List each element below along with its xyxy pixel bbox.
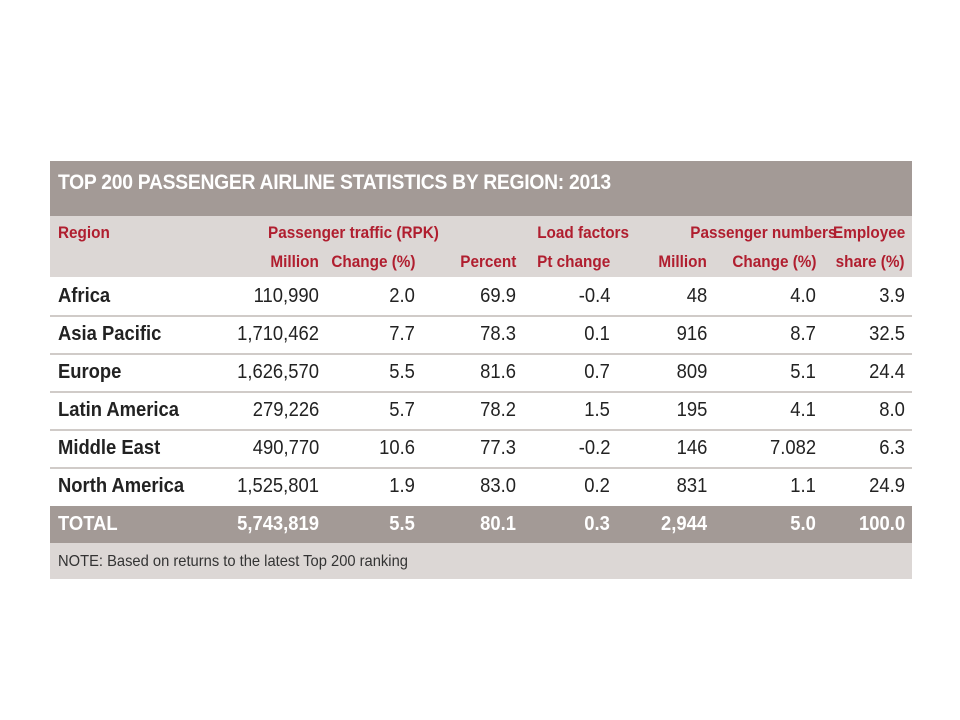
cell-region: Asia Pacific <box>58 323 162 345</box>
table-row: North America 1,525,801 1.9 83.0 0.2 831 1.1 24… <box>50 467 912 505</box>
header-employee: Employee <box>832 223 905 242</box>
cell-region: Africa <box>58 285 111 307</box>
cell-rpk: 1,525,801 <box>237 475 319 497</box>
cell-rpk-change: 10.6 <box>379 437 415 459</box>
cell-employee-share: 24.9 <box>869 475 905 497</box>
cell-employee-share: 8.0 <box>879 399 905 421</box>
table-title-bar: TOP 200 PASSENGER AIRLINE STATISTICS BY … <box>50 161 912 216</box>
cell-load-percent: 77.3 <box>480 437 516 459</box>
table-row: Asia Pacific 1,710,462 7.7 78.3 0.1 916 8.7 32.… <box>50 315 912 353</box>
cell-passengers: 146 <box>676 437 707 459</box>
cell-load-pt-change: 0.7 <box>584 361 610 383</box>
total-label: TOTAL <box>58 513 118 535</box>
table-row: Europe 1,626,570 5.5 81.6 0.7 809 5.1 24.4 <box>50 353 912 391</box>
cell-load-percent: 78.2 <box>480 399 516 421</box>
cell-rpk-change: 2.0 <box>389 285 415 307</box>
header-region: Region <box>58 223 110 242</box>
total-rpk: 5,743,819 <box>237 513 319 535</box>
total-rpk-change: 5.5 <box>389 513 415 535</box>
total-passenger-change: 5.0 <box>790 513 816 535</box>
cell-rpk-change: 1.9 <box>389 475 415 497</box>
cell-passenger-change: 1.1 <box>790 475 816 497</box>
total-load-percent: 80.1 <box>480 513 516 535</box>
table-row: Latin America 279,226 5.7 78.2 1.5 195 4.1 8.0 <box>50 391 912 429</box>
subheader-load-pt-change: Pt change <box>536 252 610 271</box>
cell-region: Middle East <box>58 437 161 459</box>
cell-region: Latin America <box>58 399 180 421</box>
cell-passengers: 831 <box>676 475 707 497</box>
total-load-pt-change: 0.3 <box>584 513 610 535</box>
cell-load-pt-change: 1.5 <box>584 399 610 421</box>
header-passenger-traffic: Passenger traffic (RPK) <box>268 223 439 242</box>
cell-load-pt-change: -0.2 <box>578 437 610 459</box>
cell-region: North America <box>58 475 185 497</box>
cell-load-percent: 83.0 <box>480 475 516 497</box>
cell-rpk: 1,710,462 <box>237 323 319 345</box>
cell-region: Europe <box>58 361 122 383</box>
cell-rpk: 1,626,570 <box>237 361 319 383</box>
header-passenger-numbers: Passenger numbers <box>690 223 837 242</box>
cell-employee-share: 6.3 <box>879 437 905 459</box>
cell-passengers: 916 <box>676 323 707 345</box>
cell-rpk: 110,990 <box>253 285 319 307</box>
cell-employee-share: 3.9 <box>879 285 905 307</box>
cell-passengers: 195 <box>676 399 707 421</box>
cell-passenger-change: 5.1 <box>790 361 816 383</box>
table-header: Region Passenger traffic (RPK) Load fact… <box>50 216 912 277</box>
cell-load-pt-change: -0.4 <box>578 285 610 307</box>
cell-passengers: 48 <box>686 285 707 307</box>
cell-passenger-change: 4.0 <box>790 285 816 307</box>
cell-rpk: 490,770 <box>252 437 319 459</box>
subheader-traffic-change: Change (%) <box>330 252 415 271</box>
cell-load-pt-change: 0.2 <box>584 475 610 497</box>
cell-load-percent: 81.6 <box>480 361 516 383</box>
total-passengers: 2,944 <box>660 513 707 535</box>
subheader-passenger-change: Change (%) <box>731 252 816 271</box>
cell-load-pt-change: 0.1 <box>584 323 610 345</box>
table-row: Africa 110,990 2.0 69.9 -0.4 48 4.0 3.9 <box>50 279 912 315</box>
cell-passenger-change: 7.082 <box>769 437 816 459</box>
table-row: Middle East 490,770 10.6 77.3 -0.2 146 7.082 6.… <box>50 429 912 467</box>
table-title: TOP 200 PASSENGER AIRLINE STATISTICS BY … <box>58 171 611 194</box>
table-note: NOTE: Based on returns to the latest Top… <box>50 543 912 579</box>
subheader-employee-share: share (%) <box>836 252 905 271</box>
cell-passengers: 809 <box>676 361 707 383</box>
cell-passenger-change: 8.7 <box>790 323 816 345</box>
header-load-factors: Load factors <box>537 223 629 242</box>
cell-employee-share: 32.5 <box>869 323 905 345</box>
note-text: NOTE: Based on returns to the latest Top… <box>58 553 408 570</box>
cell-rpk-change: 5.7 <box>389 399 415 421</box>
subheader-traffic-million: Million <box>270 252 319 271</box>
cell-load-percent: 78.3 <box>480 323 516 345</box>
cell-rpk-change: 7.7 <box>389 323 415 345</box>
cell-load-percent: 69.9 <box>480 285 516 307</box>
total-employee-share: 100.0 <box>858 513 905 535</box>
cell-rpk: 279,226 <box>252 399 319 421</box>
cell-employee-share: 24.4 <box>869 361 905 383</box>
table-total-row: TOTAL 5,743,819 5.5 80.1 0.3 2,944 5.0 1… <box>50 506 912 543</box>
cell-rpk-change: 5.5 <box>389 361 415 383</box>
cell-passenger-change: 4.1 <box>790 399 816 421</box>
subheader-passenger-million: Million <box>658 252 707 271</box>
statistics-table: TOP 200 PASSENGER AIRLINE STATISTICS BY … <box>50 161 912 579</box>
subheader-load-percent: Percent <box>459 252 516 271</box>
